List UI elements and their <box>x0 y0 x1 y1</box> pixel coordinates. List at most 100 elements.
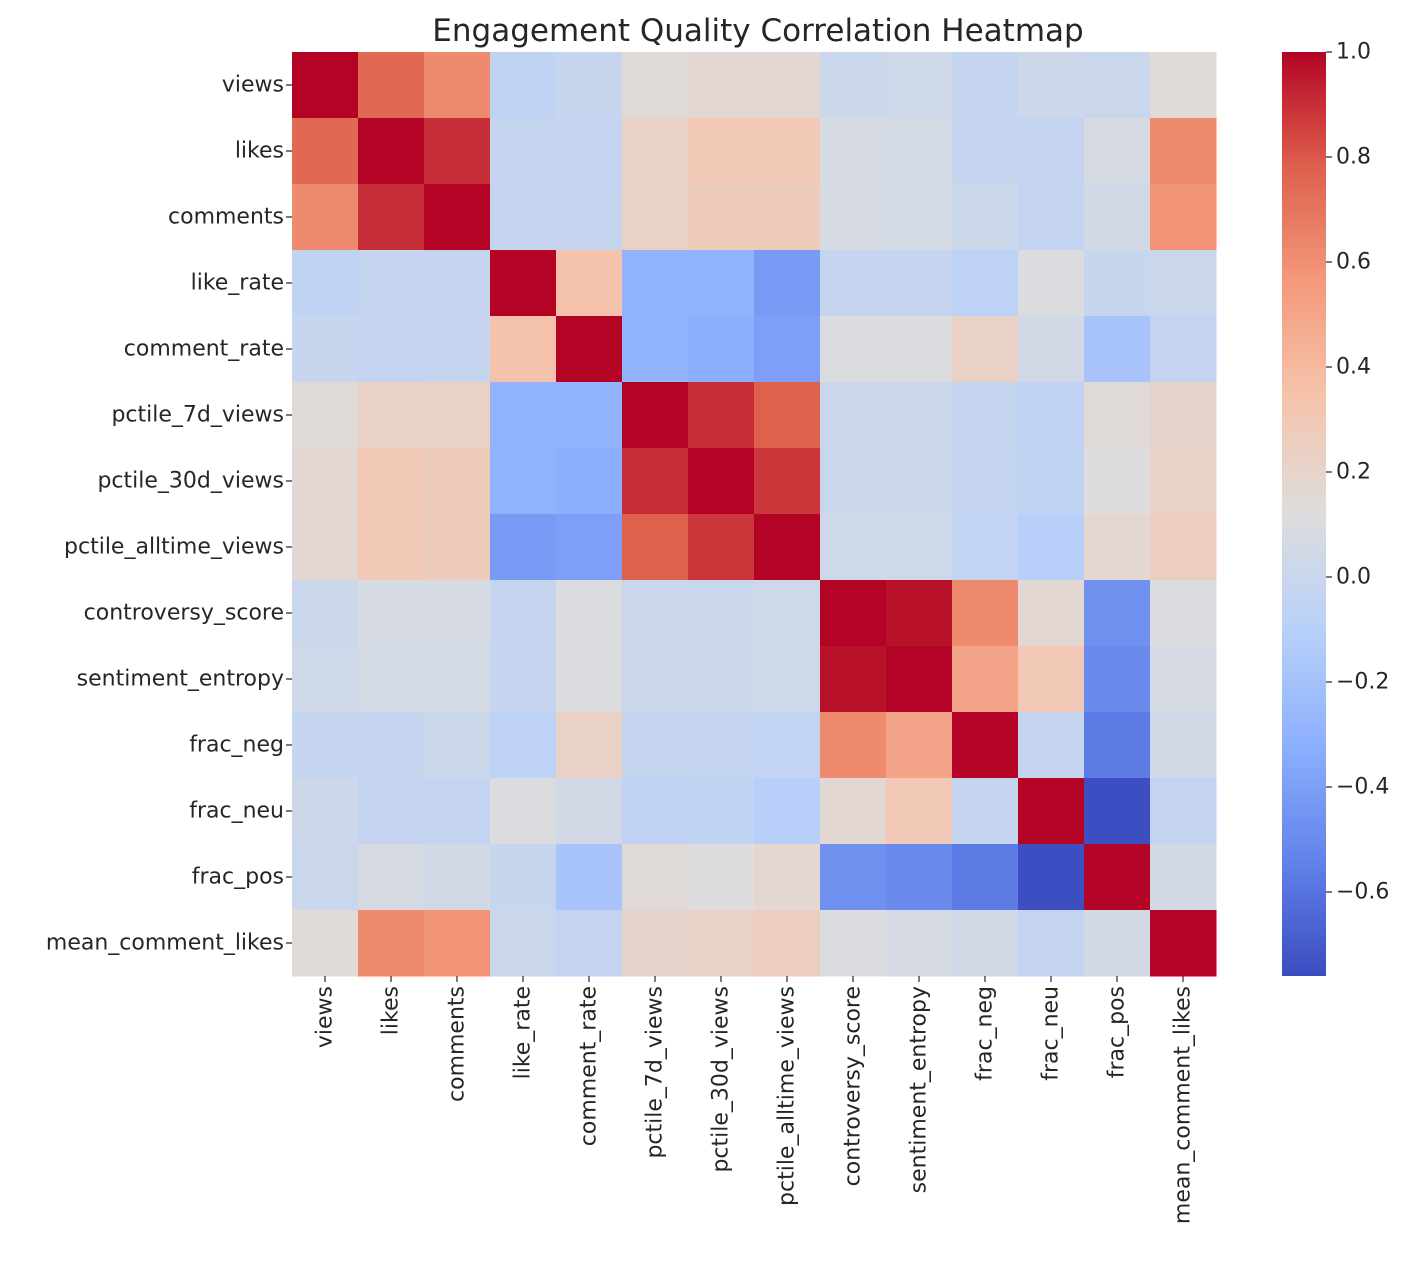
heatmap-cell <box>1084 514 1151 581</box>
heatmap-cell <box>622 250 689 317</box>
heatmap-cell <box>754 910 821 977</box>
heatmap-cell <box>754 52 821 119</box>
heatmap-cell <box>688 52 755 119</box>
heatmap-cell <box>952 910 1019 977</box>
y-tick-label: likes <box>235 139 284 164</box>
heatmap-cell <box>820 118 887 185</box>
heatmap-cell <box>820 646 887 713</box>
x-tick-label: pctile_7d_views <box>643 986 668 1159</box>
heatmap-cell <box>622 382 689 449</box>
heatmap-cell <box>952 118 1019 185</box>
heatmap-cell <box>1018 778 1085 845</box>
x-tick-label: frac_neg <box>973 986 998 1081</box>
heatmap-cell <box>1084 184 1151 251</box>
heatmap-cell <box>688 514 755 581</box>
heatmap-cell <box>820 844 887 911</box>
heatmap-cell <box>490 514 557 581</box>
colorbar-tick-label: 0.2 <box>1336 460 1371 485</box>
heatmap-cell <box>424 844 491 911</box>
heatmap-cell <box>754 580 821 647</box>
heatmap-cell <box>424 316 491 383</box>
heatmap-cell <box>952 316 1019 383</box>
heatmap-cell <box>820 712 887 779</box>
heatmap-cell <box>358 712 425 779</box>
heatmap-cell <box>952 712 1019 779</box>
heatmap-cell <box>1150 316 1217 383</box>
heatmap-cell <box>556 118 623 185</box>
heatmap-cell <box>424 580 491 647</box>
heatmap-cell <box>1084 118 1151 185</box>
heatmap-cell <box>358 580 425 647</box>
x-tick-label: pctile_30d_views <box>709 986 734 1173</box>
heatmap-cell <box>754 316 821 383</box>
heatmap-cell <box>358 52 425 119</box>
heatmap-cell <box>556 316 623 383</box>
heatmap-cell <box>358 382 425 449</box>
heatmap-cell <box>1084 844 1151 911</box>
y-tick-label: views <box>222 73 284 98</box>
colorbar-tick-label: −0.2 <box>1336 670 1389 695</box>
heatmap-cell <box>886 184 953 251</box>
y-tick-labels: views likes comments like_rate comment_ratep… <box>46 73 292 956</box>
heatmap-cell <box>292 712 359 779</box>
heatmap-cell <box>622 712 689 779</box>
heatmap-cell <box>490 646 557 713</box>
heatmap-cell <box>952 580 1019 647</box>
heatmap-cell <box>1084 52 1151 119</box>
heatmap-cell <box>292 52 359 119</box>
heatmap-cell <box>556 844 623 911</box>
heatmap-cell <box>820 514 887 581</box>
heatmap-cell <box>622 184 689 251</box>
heatmap-cell <box>820 778 887 845</box>
heatmap-cell <box>292 778 359 845</box>
y-tick-label: pctile_alltime_views <box>64 535 284 560</box>
heatmap-cell <box>754 514 821 581</box>
heatmap-cell <box>886 382 953 449</box>
heatmap-cell <box>1084 778 1151 845</box>
y-tick-label: sentiment_entropy <box>77 667 284 692</box>
heatmap-cell <box>556 778 623 845</box>
heatmap-cell <box>952 250 1019 317</box>
heatmap-cell <box>886 52 953 119</box>
heatmap-cell <box>688 316 755 383</box>
x-tick-label: views <box>313 986 338 1048</box>
heatmap-cell <box>292 844 359 911</box>
x-tick-label: comments <box>445 986 470 1102</box>
colorbar <box>1282 52 1326 976</box>
heatmap-cell <box>952 382 1019 449</box>
heatmap-cell <box>358 778 425 845</box>
heatmap-cell <box>424 448 491 515</box>
heatmap-cell <box>490 52 557 119</box>
heatmap-cell <box>1150 382 1217 449</box>
heatmap-cell <box>622 448 689 515</box>
heatmap-cell <box>490 316 557 383</box>
heatmap-cell <box>1150 448 1217 515</box>
heatmap-cell <box>820 184 887 251</box>
heatmap-cell <box>1084 382 1151 449</box>
heatmap-cell <box>622 910 689 977</box>
heatmap-cell <box>886 580 953 647</box>
heatmap-cell <box>1150 514 1217 581</box>
x-tick-label: likes <box>379 986 404 1035</box>
heatmap-cell <box>886 712 953 779</box>
heatmap-cell <box>1084 580 1151 647</box>
heatmap-cell <box>688 910 755 977</box>
heatmap-cell <box>1150 580 1217 647</box>
heatmap-cell <box>952 646 1019 713</box>
heatmap-cell <box>622 778 689 845</box>
heatmap-cell <box>490 712 557 779</box>
heatmap-cell <box>1018 448 1085 515</box>
heatmap-cell <box>490 844 557 911</box>
heatmap-cell <box>424 118 491 185</box>
y-tick-label: controversy_score <box>84 601 284 626</box>
heatmap-cell <box>556 382 623 449</box>
heatmap-cell <box>688 580 755 647</box>
colorbar-tick-label: 0.4 <box>1336 355 1371 380</box>
heatmap-cell <box>292 448 359 515</box>
heatmap-cell <box>820 52 887 119</box>
chart-title: Engagement Quality Correlation Heatmap <box>432 13 1083 49</box>
heatmap-cell <box>424 52 491 119</box>
heatmap-cell <box>886 250 953 317</box>
heatmap-cell <box>1018 118 1085 185</box>
x-tick-label: like_rate <box>511 986 536 1079</box>
